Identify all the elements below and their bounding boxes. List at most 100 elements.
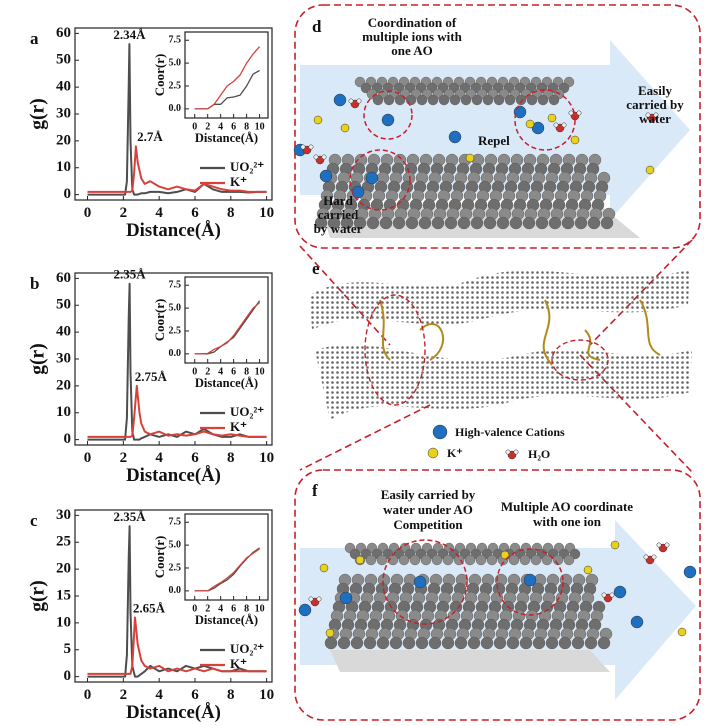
k-ion <box>340 123 350 133</box>
y-tick-label: 0.0 <box>169 103 182 114</box>
x-axis-label: Distance(Å) <box>126 702 221 723</box>
carbon <box>394 94 406 106</box>
carbon <box>537 94 549 106</box>
k-ion <box>319 563 329 573</box>
y-tick-label: 0 <box>64 186 72 202</box>
carbon <box>545 636 559 650</box>
k-ion <box>645 165 655 175</box>
carbon <box>416 94 428 106</box>
cation <box>319 169 333 183</box>
water-h <box>656 542 662 548</box>
carbon <box>552 554 564 566</box>
y-tick-label: 30 <box>56 350 71 366</box>
highlight <box>551 339 609 381</box>
inset-frame <box>184 31 269 119</box>
legend-label: K⁺ <box>230 174 247 189</box>
connector <box>299 404 431 471</box>
y-tick-label: 10 <box>56 614 71 630</box>
carbon <box>392 216 406 230</box>
y-tick-label: 20 <box>56 561 71 577</box>
diagram-text: K⁺ <box>447 446 463 460</box>
carbon <box>558 636 572 650</box>
diagram-text: Hard <box>323 193 353 208</box>
highlight <box>496 548 564 616</box>
carbon <box>431 554 443 566</box>
inset-frame <box>184 276 269 364</box>
cation <box>339 591 353 605</box>
carbon <box>398 554 410 566</box>
diagram-text: multiple ions with <box>362 29 462 44</box>
series-line <box>87 43 267 196</box>
legend-label: UO₂²⁺ <box>230 641 264 656</box>
carbon <box>504 94 516 106</box>
panel-frame <box>294 4 701 249</box>
diagram-text: by water <box>314 221 363 236</box>
y-tick-label: 7.5 <box>169 517 182 528</box>
carbon <box>493 94 505 106</box>
y-tick-label: 2.5 <box>169 325 182 336</box>
diagram-text: Easily <box>638 83 672 98</box>
highlight <box>349 149 411 211</box>
carbon <box>470 216 484 230</box>
y-axis-label: g(r) <box>27 580 48 611</box>
series-line <box>194 548 260 592</box>
carbon <box>571 636 585 650</box>
panel-label: b <box>30 274 39 293</box>
water-h <box>348 98 354 104</box>
x-tick-label: 0 <box>192 603 197 614</box>
carbon <box>441 636 455 650</box>
y-tick-label: 2.5 <box>169 562 182 573</box>
carbon <box>535 216 549 230</box>
y-tick-label: 30 <box>56 105 71 121</box>
carbon <box>506 636 520 650</box>
carbon <box>418 216 432 230</box>
x-tick-label: 2 <box>120 205 128 221</box>
panel-label: f <box>312 481 318 500</box>
x-tick-label: 8 <box>244 366 249 377</box>
y-tick-label: 10 <box>56 159 71 175</box>
panel-label: c <box>30 511 38 530</box>
ao-chain <box>639 299 661 356</box>
cation <box>683 565 697 579</box>
diagram-text: water <box>639 111 671 126</box>
water-h <box>664 542 670 548</box>
annotation: 2.34Å <box>113 27 146 42</box>
y-tick-label: 10 <box>56 404 71 420</box>
x-tick-label: 6 <box>191 450 199 466</box>
diagram-text: H₂O <box>528 447 550 461</box>
panel-label: d <box>312 17 322 36</box>
ao-chain <box>419 323 445 361</box>
ao-chain <box>542 299 553 366</box>
legend-label: UO₂²⁺ <box>230 159 264 174</box>
water-h <box>300 144 306 150</box>
x-tick-label: 4 <box>155 450 163 466</box>
carbon <box>480 636 494 650</box>
legend-label: UO₂²⁺ <box>230 404 264 419</box>
water-h <box>576 110 582 116</box>
carbon <box>561 216 575 230</box>
y-tick-label: 50 <box>56 52 71 68</box>
y-axis-label: Coor(r) <box>152 536 167 579</box>
carbon <box>449 94 461 106</box>
x-tick-label: 4 <box>218 121 223 132</box>
series-line <box>194 46 261 110</box>
carbon <box>454 636 468 650</box>
k-ion <box>570 135 580 145</box>
k-ion <box>525 119 535 129</box>
x-axis-label: Distance(Å) <box>195 376 258 390</box>
highlight <box>382 539 468 625</box>
cation <box>381 113 395 127</box>
carbon <box>402 636 416 650</box>
k-ion <box>355 555 365 565</box>
carbon <box>431 216 445 230</box>
carbon <box>457 216 471 230</box>
carbon <box>493 636 507 650</box>
carbon <box>574 216 588 230</box>
legend-label: K⁺ <box>230 419 247 434</box>
carbon <box>365 554 377 566</box>
panel-label: e <box>312 259 320 278</box>
carbon <box>405 94 417 106</box>
x-axis-label: Distance(Å) <box>126 220 221 241</box>
x-tick-label: 2 <box>120 687 128 703</box>
carbon <box>597 636 611 650</box>
